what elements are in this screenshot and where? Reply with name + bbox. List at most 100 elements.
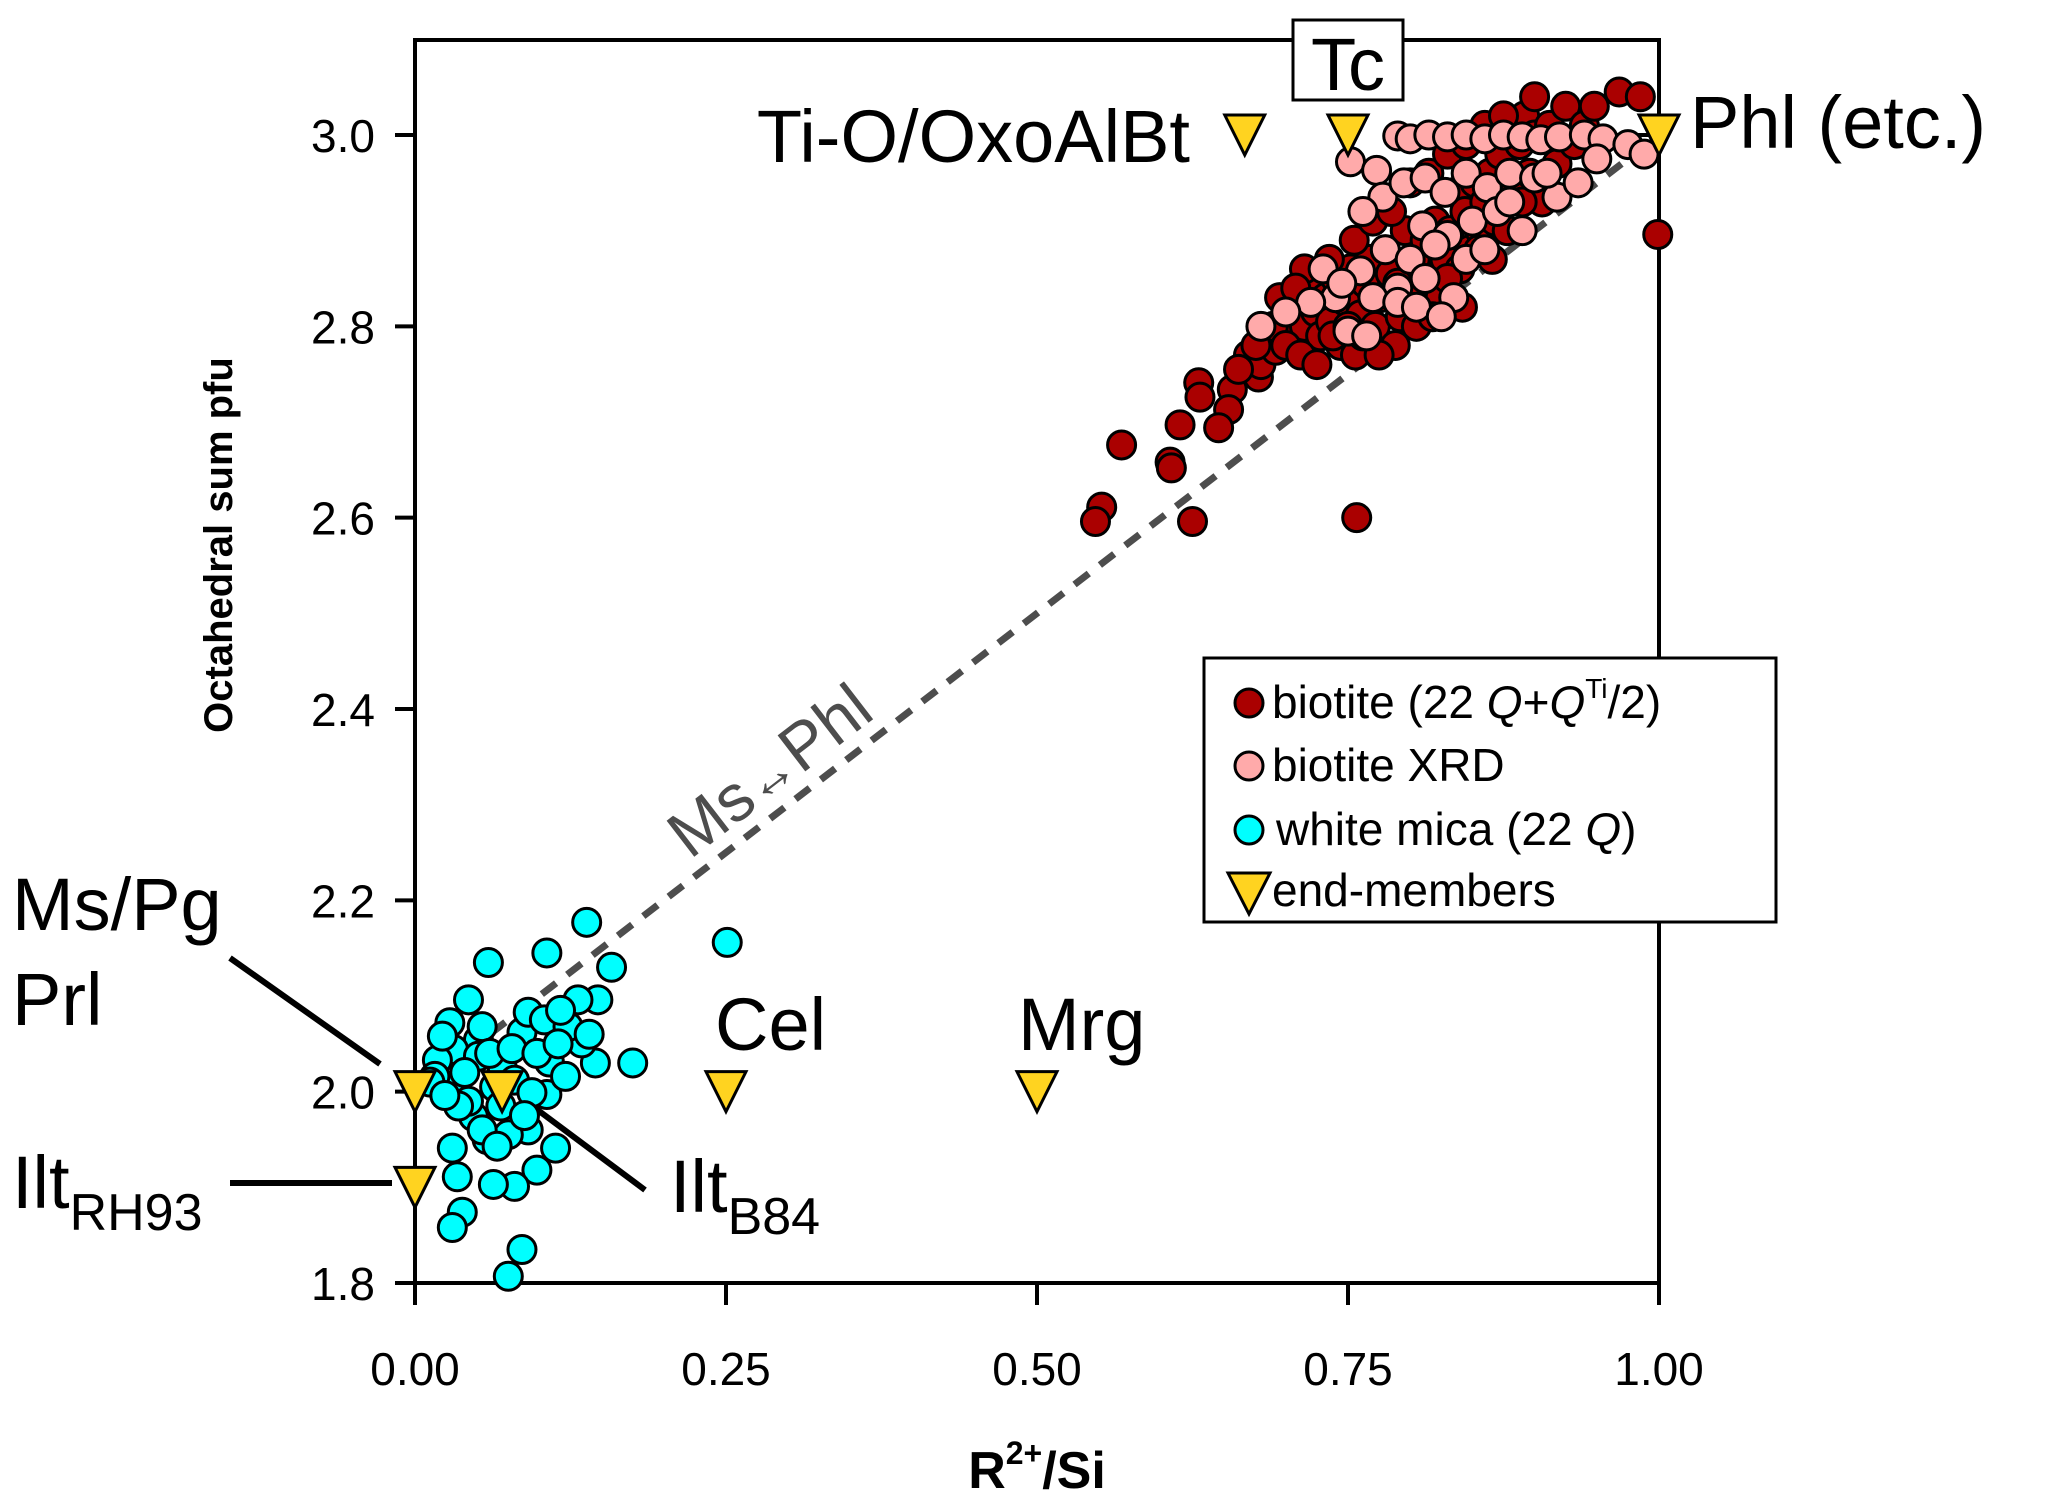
legend-label-white-mica-q: Q <box>1585 803 1621 855</box>
data-point <box>506 1234 538 1266</box>
label-prl: Prl <box>12 958 102 1041</box>
data-point <box>1223 353 1255 385</box>
x-axis-title: R2+/Si <box>968 1435 1106 1500</box>
legend-label-white-mica-a: white mica (22 <box>1275 803 1585 855</box>
legend-marker-biotite <box>1233 687 1265 719</box>
data-point <box>1301 349 1333 381</box>
label-ilt-b84: IltB84 <box>670 1145 820 1246</box>
y-tick-label: 2.4 <box>311 684 375 736</box>
end-member-marker <box>1636 113 1682 159</box>
label-tc: Tc <box>1311 23 1385 106</box>
legend-label-biotite: biotite (22 Q+QTi/2) <box>1272 673 1661 728</box>
data-point <box>1429 176 1461 208</box>
y-axis: 1.8 2.0 2.2 2.4 2.6 2.8 3.0 <box>311 110 415 1310</box>
data-point <box>1578 90 1610 122</box>
data-point <box>426 1020 458 1052</box>
data-point <box>573 1018 605 1050</box>
data-point <box>441 1161 473 1193</box>
data-point <box>1642 218 1674 250</box>
data-point <box>1494 186 1526 218</box>
legend-marker-end-members <box>1225 871 1273 918</box>
data-point <box>1450 157 1482 189</box>
legend: biotite (22 Q+QTi/2) biotite XRD white m… <box>1202 656 1778 924</box>
data-point <box>1164 409 1196 441</box>
legend-label-white-mica: white mica (22 Q) <box>1275 803 1636 855</box>
data-point <box>1469 234 1501 266</box>
data-point <box>496 1033 528 1065</box>
label-ilt-rh93: IltRH93 <box>12 1141 203 1242</box>
data-point <box>1361 154 1393 186</box>
label-ilt-b84-sub: B84 <box>728 1188 821 1246</box>
legend-marker-biotite-xrd <box>1233 750 1265 782</box>
data-point <box>711 926 743 958</box>
end-member-marker <box>479 1070 525 1116</box>
x-tick-label: 1.00 <box>1614 1343 1704 1395</box>
legend-label-biotite-a: biotite (22 <box>1272 676 1487 728</box>
data-point <box>521 1154 553 1186</box>
data-point <box>492 1260 524 1292</box>
data-point <box>508 1100 540 1132</box>
end-member-marker <box>392 1070 438 1116</box>
data-point <box>472 947 504 979</box>
label-ilt-rh93-main: Ilt <box>12 1141 70 1224</box>
end-member-marker <box>1325 113 1371 159</box>
data-point <box>550 1060 582 1092</box>
end-members <box>392 113 1682 1211</box>
end-member-marker <box>1014 1070 1060 1116</box>
data-point <box>1079 505 1111 537</box>
data-point <box>477 1168 509 1200</box>
data-point <box>1338 224 1370 256</box>
legend-label-biotite-sup: Ti <box>1585 673 1607 704</box>
y-tick-label: 2.6 <box>311 493 375 545</box>
x-tick-label: 0.50 <box>992 1343 1082 1395</box>
data-point <box>1351 320 1383 352</box>
data-point <box>1562 167 1594 199</box>
data-point <box>466 1011 498 1043</box>
data-point <box>545 994 577 1026</box>
series-biotite-xrd <box>1245 119 1660 352</box>
x-axis-title-main: R <box>968 1442 1006 1500</box>
data-point <box>1506 215 1538 247</box>
x-axis: 0.00 0.25 0.50 0.75 1.00 <box>370 1283 1704 1395</box>
x-tick-label: 0.00 <box>370 1343 460 1395</box>
y-tick-label: 3.0 <box>311 110 375 162</box>
end-member-marker <box>392 1165 438 1211</box>
data-point <box>571 906 603 938</box>
legend-marker-white-mica <box>1233 814 1265 846</box>
legend-label-biotite-q1: Q <box>1487 676 1523 728</box>
x-tick-label: 0.25 <box>681 1343 771 1395</box>
x-axis-title-tail: /Si <box>1042 1442 1106 1500</box>
data-point <box>481 1130 513 1162</box>
label-ilt-rh93-sub: RH93 <box>70 1184 203 1242</box>
data-point <box>1347 196 1379 228</box>
data-point <box>1203 412 1235 444</box>
data-point <box>596 951 628 983</box>
leader-line-ms-pg <box>228 955 382 1067</box>
data-point <box>1155 452 1187 484</box>
data-point <box>531 937 563 969</box>
legend-label-biotite-plus: + <box>1523 676 1550 728</box>
data-point <box>1341 502 1373 534</box>
y-tick-label: 2.2 <box>311 875 375 927</box>
trend-label: Ms↔Phl <box>653 669 885 871</box>
data-point <box>1494 157 1526 189</box>
label-phl: Phl (etc.) <box>1690 81 1986 164</box>
y-tick-label: 2.8 <box>311 301 375 353</box>
leader-line-ilt-b84 <box>533 1105 647 1193</box>
data-point <box>542 1028 574 1060</box>
data-point <box>1270 296 1302 328</box>
data-point <box>429 1079 461 1111</box>
data-point <box>1245 310 1277 342</box>
tc-label-box <box>1291 18 1405 102</box>
data-point <box>436 1212 468 1244</box>
label-ilt-b84-main: Ilt <box>670 1145 728 1228</box>
data-point <box>1326 267 1358 299</box>
data-point <box>452 984 484 1016</box>
data-point <box>1184 381 1216 413</box>
data-point <box>1357 282 1389 314</box>
label-tioxo: Ti-O/OxoAlBt <box>757 95 1191 178</box>
y-axis-title: Octahedral sum pfu <box>197 357 241 733</box>
label-cel: Cel <box>715 983 826 1066</box>
x-tick-label: 0.75 <box>1303 1343 1393 1395</box>
x-axis-title-sup: 2+ <box>1006 1435 1042 1471</box>
